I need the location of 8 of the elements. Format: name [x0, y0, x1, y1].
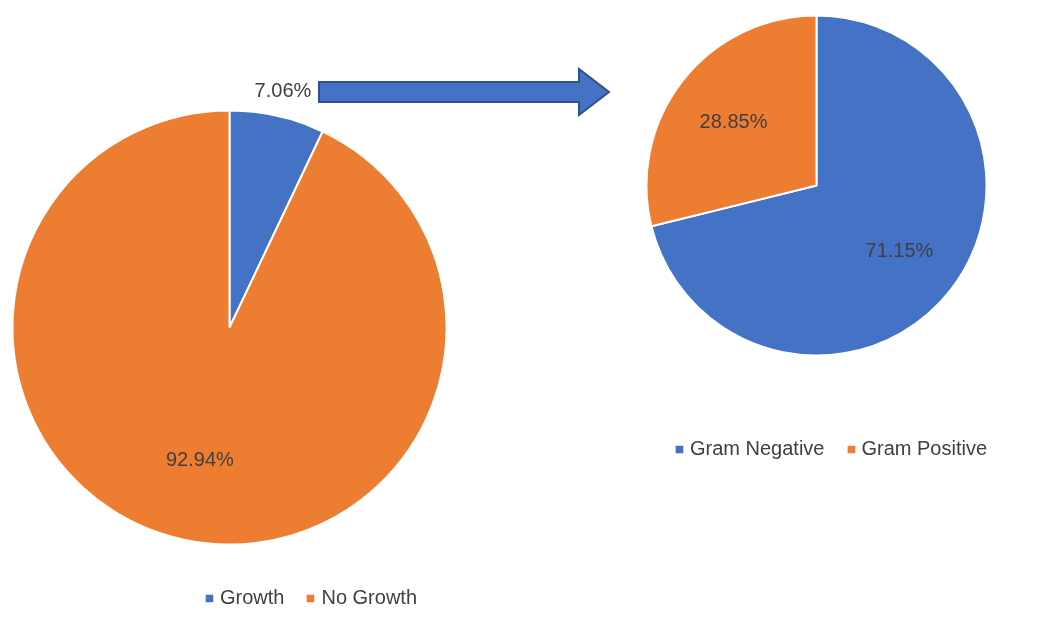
legend-label: Gram Negative: [689, 437, 825, 460]
legend-label: No Growth: [321, 586, 418, 609]
data-label: 71.15%: [865, 239, 934, 262]
data-label: 92.94%: [165, 447, 235, 470]
data-label: 28.85%: [699, 109, 768, 132]
data-label: 7.06%: [254, 79, 312, 102]
legend-label: Growth: [219, 586, 285, 609]
legend-label: Gram Positive: [861, 437, 988, 460]
